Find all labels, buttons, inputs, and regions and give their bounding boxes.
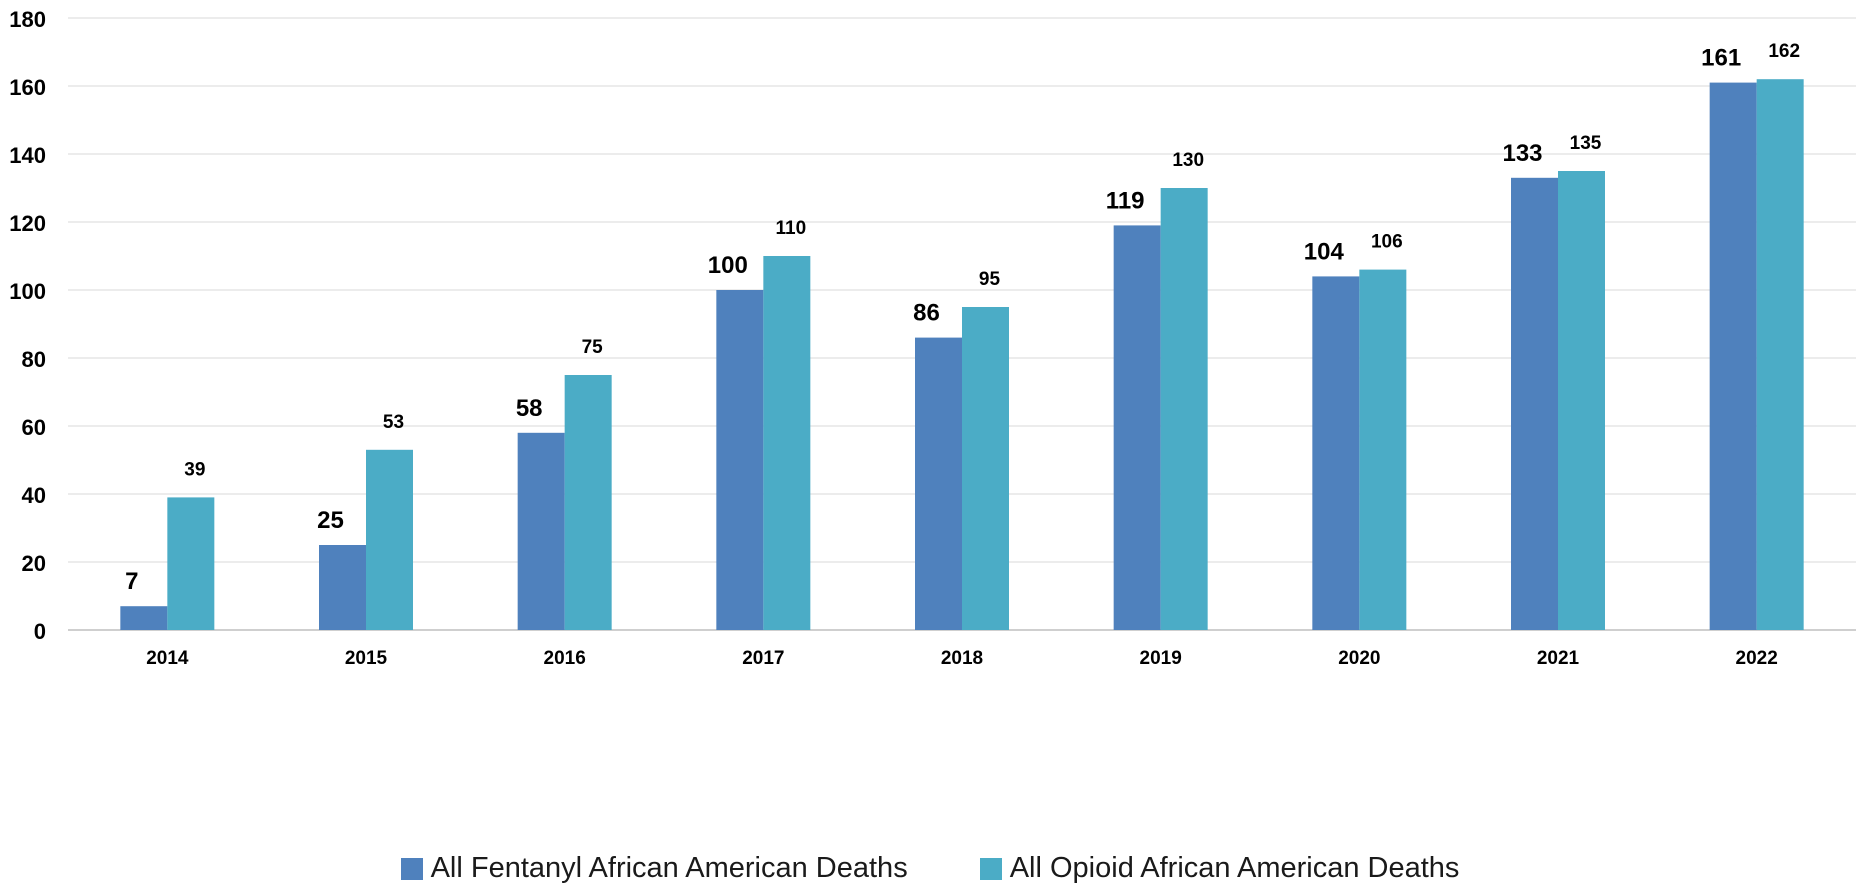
y-tick-label: 20 xyxy=(22,551,46,576)
y-tick-label: 80 xyxy=(22,347,46,372)
x-tick-label: 2022 xyxy=(1736,648,1778,669)
bar-opioid[interactable] xyxy=(1160,188,1208,630)
bar-fentanyl[interactable] xyxy=(1312,276,1360,630)
bar-fentanyl[interactable] xyxy=(1709,82,1757,631)
y-tick-label: 0 xyxy=(34,619,46,644)
bar-opioid[interactable] xyxy=(1359,269,1407,630)
data-label-fentanyl: 133 xyxy=(1502,140,1542,167)
legend-swatch-opioid xyxy=(979,857,1002,880)
legend-label-fentanyl: All Fentanyl African American Deaths xyxy=(430,852,908,884)
bar-opioid[interactable] xyxy=(763,256,811,630)
bar-opioid[interactable] xyxy=(366,449,413,630)
data-label-opioid: 135 xyxy=(1570,133,1602,154)
data-label-fentanyl: 25 xyxy=(317,507,344,534)
data-label-fentanyl: 58 xyxy=(516,395,543,422)
data-label-opioid: 130 xyxy=(1172,150,1204,171)
data-label-fentanyl: 86 xyxy=(913,300,940,327)
x-tick-label: 2014 xyxy=(146,648,189,669)
bar-opioid[interactable] xyxy=(962,307,1009,630)
legend-item-fentanyl[interactable]: All Fentanyl African American Deaths xyxy=(400,852,908,885)
data-label-fentanyl: 7 xyxy=(125,568,138,595)
bar-fentanyl[interactable] xyxy=(319,545,366,630)
bar-fentanyl[interactable] xyxy=(120,606,168,630)
data-label-opioid: 75 xyxy=(582,337,604,358)
x-tick-label: 2021 xyxy=(1537,648,1580,669)
x-tick-label: 2017 xyxy=(742,648,784,669)
x-tick-label: 2015 xyxy=(345,648,388,669)
legend-swatch-fentanyl xyxy=(400,857,423,880)
data-label-fentanyl: 100 xyxy=(708,252,748,279)
y-tick-label: 160 xyxy=(9,75,46,100)
data-labels: 7 39 25 53 58 75 100 110 86 95 119 130 104 106 133 135 1… xyxy=(125,41,1800,595)
y-axis-ticks: 0 20 40 60 80 100 120 140 160 180 xyxy=(9,7,46,644)
bar-opioid[interactable] xyxy=(1756,79,1804,630)
data-label-fentanyl: 104 xyxy=(1304,238,1345,265)
legend-label-opioid: All Opioid African American Deaths xyxy=(1009,852,1460,884)
data-label-opioid: 39 xyxy=(184,459,205,480)
data-label-opioid: 106 xyxy=(1371,232,1403,253)
y-tick-label: 140 xyxy=(9,143,46,168)
data-label-opioid: 95 xyxy=(979,269,1001,290)
data-label-opioid: 110 xyxy=(776,218,807,239)
bar-fentanyl[interactable] xyxy=(716,290,764,630)
bars xyxy=(120,79,1804,631)
data-label-opioid: 53 xyxy=(383,412,404,433)
data-label-fentanyl: 161 xyxy=(1701,45,1741,72)
x-axis-ticks: 2014 2015 2016 2017 2018 2019 2020 2021 2022 xyxy=(146,648,1778,669)
data-label-fentanyl: 119 xyxy=(1106,187,1145,214)
x-tick-label: 2019 xyxy=(1140,648,1182,669)
bar-fentanyl[interactable] xyxy=(517,432,565,630)
y-tick-label: 120 xyxy=(9,211,46,236)
y-tick-label: 40 xyxy=(22,483,46,508)
bar-opioid[interactable] xyxy=(1558,171,1605,630)
bar-fentanyl[interactable] xyxy=(1511,177,1558,631)
legend-item-opioid[interactable]: All Opioid African American Deaths xyxy=(979,852,1460,885)
data-label-opioid: 162 xyxy=(1768,41,1800,62)
bar-opioid[interactable] xyxy=(564,375,612,630)
x-tick-label: 2018 xyxy=(941,648,983,669)
bar-opioid[interactable] xyxy=(167,497,215,630)
bar-fentanyl[interactable] xyxy=(915,337,962,630)
x-tick-label: 2016 xyxy=(544,648,586,669)
y-tick-label: 100 xyxy=(9,279,46,304)
y-tick-label: 60 xyxy=(22,415,46,440)
y-tick-label: 180 xyxy=(9,7,46,32)
x-tick-label: 2020 xyxy=(1338,648,1380,669)
legend: All Fentanyl African American Deaths All… xyxy=(0,852,1860,885)
bar-fentanyl[interactable] xyxy=(1113,225,1161,630)
